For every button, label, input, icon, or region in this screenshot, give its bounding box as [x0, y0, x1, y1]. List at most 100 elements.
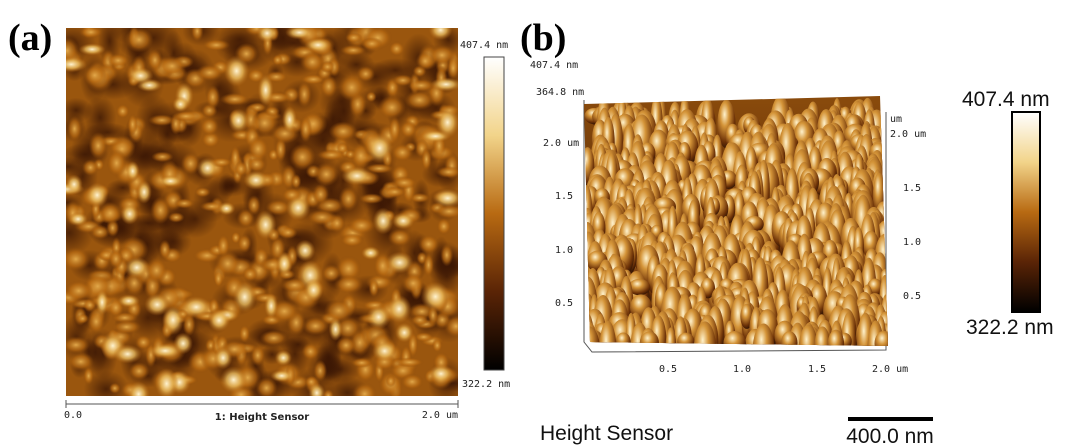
texture: [67, 352, 94, 372]
texture: [290, 173, 302, 190]
texture: [404, 90, 435, 111]
texture: [365, 91, 377, 103]
texture: [285, 195, 311, 221]
texture: [372, 207, 394, 235]
texture: [259, 330, 288, 347]
texture: [857, 312, 874, 346]
texture: [270, 369, 294, 383]
texture: [274, 349, 292, 366]
texture: [124, 256, 150, 279]
z-label: 407.4 nm: [530, 60, 578, 71]
texture: [299, 115, 313, 143]
texture: [752, 323, 775, 346]
texture: [173, 332, 193, 355]
texture: [677, 332, 695, 346]
texture: [247, 195, 261, 216]
texture: [136, 180, 152, 204]
texture: [127, 113, 138, 136]
texture: [234, 160, 248, 178]
texture: [335, 255, 362, 283]
texture: [154, 367, 179, 396]
texture: [436, 217, 452, 236]
colorbar-max: 407.4 nm: [460, 40, 508, 51]
right-tick: 2.0 um: [890, 129, 926, 140]
x-tick: 1.0: [733, 364, 751, 375]
texture: [399, 120, 417, 139]
right-unit: um: [890, 114, 902, 125]
texture: [207, 309, 231, 332]
texture: [435, 165, 458, 179]
texture: [66, 336, 90, 354]
texture: [78, 28, 104, 39]
texture: [111, 319, 142, 335]
texture: [113, 344, 143, 364]
texture: [128, 362, 150, 381]
3d-axes: [583, 100, 887, 353]
texture: [83, 366, 94, 386]
texture: [150, 196, 171, 225]
right-tick: 1.5: [903, 183, 921, 194]
texture: [66, 280, 94, 302]
right-tick: 1.0: [903, 237, 921, 248]
texture: [584, 313, 595, 346]
texture: [360, 37, 383, 51]
texture: [723, 331, 746, 346]
texture: [352, 382, 378, 396]
texture: [172, 96, 189, 113]
texture: [615, 332, 631, 346]
texture: [312, 183, 330, 205]
texture: [387, 228, 412, 247]
texture: [278, 226, 298, 240]
texture: [265, 199, 292, 216]
left-tick: 1.0: [555, 245, 573, 256]
texture: [333, 274, 364, 294]
texture: [86, 309, 106, 334]
texture: [410, 314, 430, 327]
texture: [423, 252, 434, 278]
texture: [391, 143, 414, 162]
texture: [66, 115, 83, 142]
texture: [195, 64, 224, 82]
texture: [68, 211, 88, 227]
texture: [66, 56, 88, 73]
texture: [415, 51, 435, 71]
texture: [339, 233, 365, 248]
texture: [134, 334, 152, 350]
panel-label: (b): [520, 17, 566, 59]
texture: [117, 294, 140, 308]
texture: [345, 32, 363, 44]
texture: [303, 278, 324, 302]
texture: [254, 210, 277, 240]
x-title: 1: Height Sensor: [215, 412, 309, 423]
colorbar: [483, 56, 505, 371]
texture: [88, 132, 108, 160]
texture: [440, 243, 454, 267]
texture: [151, 151, 174, 163]
texture: [127, 67, 154, 85]
texture: [584, 326, 600, 346]
texture: [781, 331, 798, 346]
texture: [867, 320, 885, 346]
x-end: 2.0 um: [422, 410, 458, 421]
texture: [219, 92, 250, 106]
texture: [157, 55, 187, 77]
texture: [418, 234, 440, 254]
right-tick: 0.5: [903, 291, 921, 302]
texture: [256, 28, 278, 43]
texture: [407, 78, 436, 93]
texture: [202, 39, 231, 52]
x-tick: 0.5: [659, 364, 677, 375]
texture: [874, 330, 888, 346]
texture: [216, 233, 231, 258]
texture: [304, 37, 332, 53]
texture: [366, 132, 394, 164]
texture: [428, 364, 454, 384]
texture: [238, 324, 251, 343]
texture: [388, 115, 401, 143]
footer: Height Sensor: [540, 422, 673, 445]
texture: [78, 43, 106, 56]
texture: [814, 326, 831, 346]
texture: [308, 382, 326, 396]
x-tick: 1.5: [808, 364, 826, 375]
